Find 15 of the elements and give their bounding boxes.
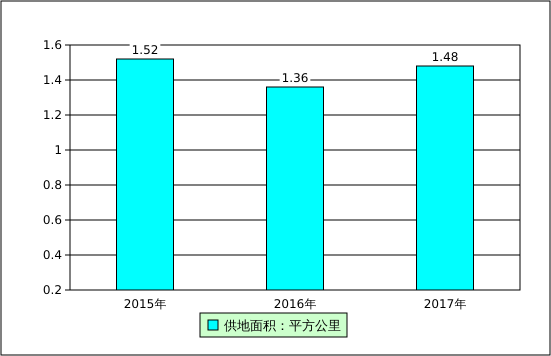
x-tick-label: 2017年 <box>424 297 466 311</box>
y-tick-label: 1.4 <box>42 73 62 87</box>
y-tick-label: 1.6 <box>42 38 62 52</box>
y-tick-label: 0.2 <box>42 283 62 297</box>
y-tick-label: 1.2 <box>42 108 62 122</box>
y-tick-label: 1 <box>54 143 62 157</box>
data-label: 1.36 <box>282 71 308 85</box>
y-tick-label: 0.6 <box>42 213 62 227</box>
y-tick-label: 0.8 <box>42 178 62 192</box>
y-tick-label: 0.4 <box>42 248 62 262</box>
x-tick-label: 2016年 <box>274 297 316 311</box>
x-tick-label: 2015年 <box>124 297 166 311</box>
data-label: 1.52 <box>132 43 158 57</box>
legend-label: 供地面积：平方公里 <box>224 318 341 334</box>
data-label: 1.48 <box>432 50 458 64</box>
